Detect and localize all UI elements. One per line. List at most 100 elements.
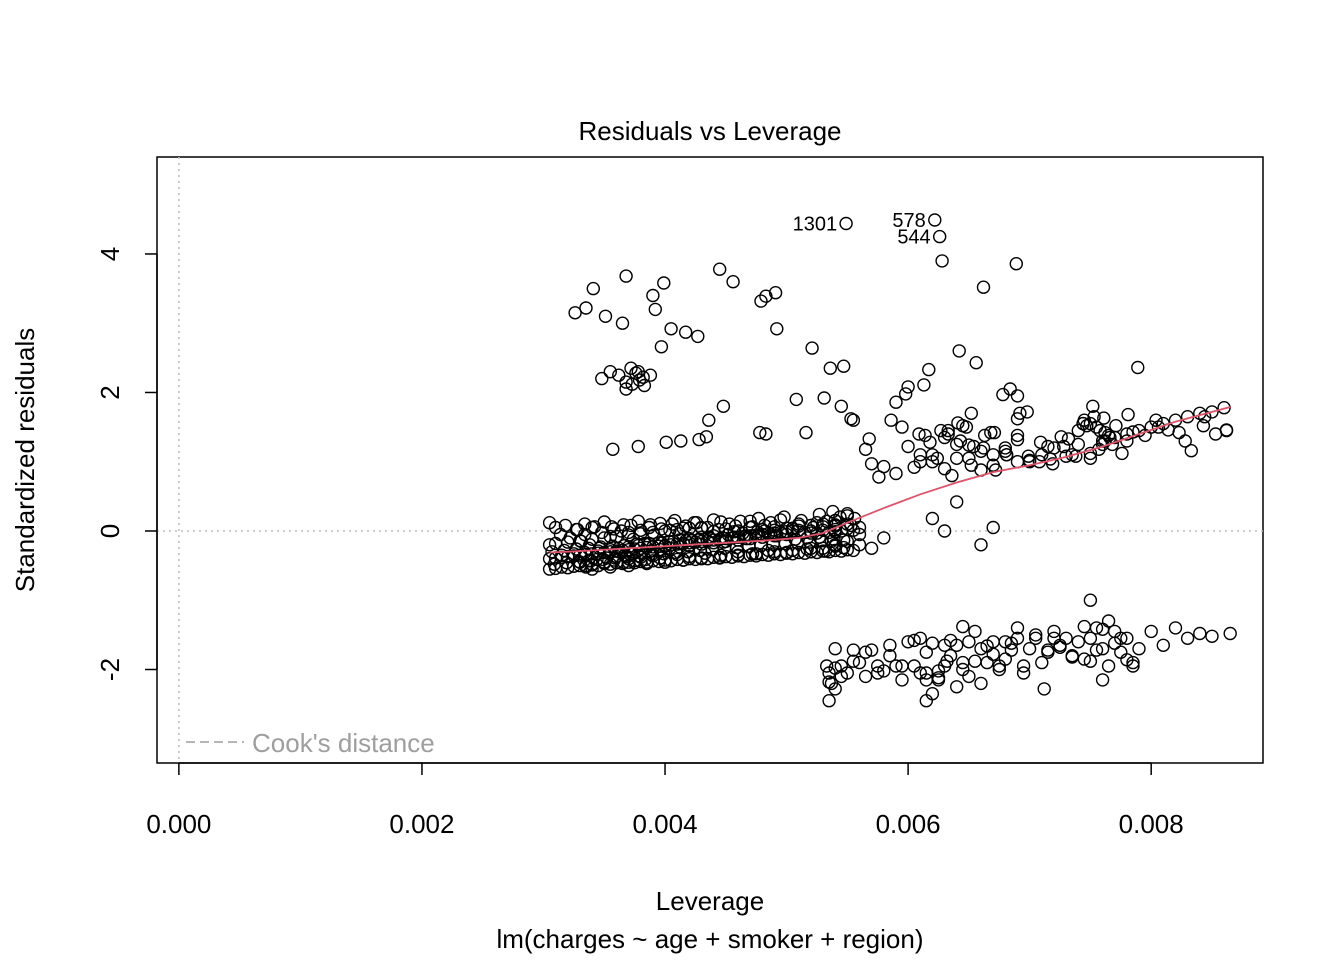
data-point bbox=[937, 430, 952, 445]
data-point bbox=[654, 522, 669, 536]
data-point bbox=[728, 519, 743, 533]
data-point bbox=[1010, 432, 1025, 447]
data-point bbox=[754, 294, 768, 308]
data-point bbox=[987, 425, 1002, 440]
data-point bbox=[643, 368, 658, 382]
data-point bbox=[631, 365, 645, 379]
data-point bbox=[964, 458, 978, 472]
model-formula-subtitle: lm(charges ~ age + smoker + region) bbox=[496, 924, 923, 954]
data-point bbox=[820, 659, 834, 673]
data-point bbox=[614, 524, 628, 538]
data-point bbox=[603, 560, 617, 574]
data-point bbox=[761, 543, 775, 558]
data-point bbox=[606, 442, 620, 456]
x-tick-label: 0.006 bbox=[876, 809, 941, 839]
data-point bbox=[895, 673, 909, 687]
data-point bbox=[901, 439, 915, 454]
data-point bbox=[877, 664, 891, 678]
y-tick-label: 2 bbox=[95, 385, 125, 399]
data-point bbox=[1021, 449, 1036, 463]
data-point bbox=[917, 378, 931, 392]
data-point bbox=[753, 425, 767, 440]
data-point bbox=[1156, 638, 1171, 652]
data-point bbox=[962, 451, 976, 465]
data-point bbox=[877, 531, 891, 545]
data-point bbox=[812, 507, 827, 522]
data-point bbox=[1097, 411, 1111, 425]
data-point bbox=[844, 412, 858, 426]
data-point bbox=[648, 302, 662, 317]
data-point bbox=[968, 624, 982, 639]
data-point bbox=[817, 391, 831, 405]
data-point bbox=[767, 545, 782, 559]
x-tick-label: 0.000 bbox=[146, 809, 211, 839]
data-point bbox=[663, 541, 677, 555]
data-point bbox=[922, 362, 936, 377]
data-point bbox=[1053, 640, 1067, 654]
data-point bbox=[901, 635, 915, 649]
data-point bbox=[952, 344, 966, 358]
data-point bbox=[864, 457, 879, 471]
data-point bbox=[913, 448, 927, 462]
data-point bbox=[1033, 435, 1048, 449]
data-point bbox=[1095, 622, 1110, 636]
data-point bbox=[631, 439, 645, 454]
data-point bbox=[919, 645, 933, 659]
data-point bbox=[872, 470, 886, 484]
data-point bbox=[749, 547, 763, 561]
point-id-label: 544 bbox=[897, 227, 930, 249]
y-tick-label: 4 bbox=[95, 247, 125, 261]
data-point bbox=[653, 543, 667, 557]
data-point bbox=[964, 406, 978, 420]
data-point bbox=[672, 540, 687, 554]
data-point bbox=[676, 553, 690, 567]
data-point bbox=[847, 511, 862, 526]
data-point bbox=[1205, 629, 1219, 643]
data-point bbox=[773, 513, 788, 527]
data-point bbox=[1010, 621, 1025, 635]
data-point bbox=[828, 539, 842, 553]
data-point bbox=[974, 444, 988, 458]
data-point bbox=[619, 375, 633, 389]
data-point bbox=[828, 642, 842, 656]
data-point bbox=[1083, 631, 1098, 645]
data-point bbox=[568, 306, 582, 320]
data-point bbox=[714, 548, 728, 562]
data-point bbox=[785, 543, 800, 558]
data-point bbox=[913, 455, 927, 469]
data-point bbox=[603, 365, 617, 379]
data-point bbox=[1009, 257, 1023, 271]
data-point bbox=[925, 636, 940, 650]
data-point bbox=[1028, 628, 1043, 642]
data-point bbox=[992, 659, 1006, 673]
data-point bbox=[687, 516, 701, 530]
data-point bbox=[935, 254, 949, 268]
data-point bbox=[1071, 423, 1086, 438]
data-points bbox=[542, 213, 1237, 708]
data-point bbox=[579, 301, 593, 315]
data-point bbox=[1054, 430, 1068, 444]
data-point bbox=[1196, 419, 1211, 433]
data-point bbox=[907, 633, 921, 648]
cooks-distance-legend: Cook's distance bbox=[186, 728, 435, 758]
data-point bbox=[1101, 428, 1116, 443]
data-point bbox=[1180, 631, 1195, 645]
data-point bbox=[692, 432, 706, 447]
data-point bbox=[837, 359, 851, 373]
data-point bbox=[852, 655, 867, 670]
data-point bbox=[1041, 645, 1055, 659]
data-point bbox=[745, 547, 760, 561]
data-point bbox=[1056, 439, 1071, 454]
x-tick-label: 0.004 bbox=[632, 809, 697, 839]
data-point bbox=[986, 520, 1000, 535]
x-axis-label: Leverage bbox=[656, 886, 764, 916]
data-point bbox=[962, 635, 976, 649]
data-point bbox=[1107, 636, 1122, 650]
data-point bbox=[980, 655, 994, 670]
data-point bbox=[953, 434, 968, 448]
data-point bbox=[884, 413, 898, 427]
data-point bbox=[889, 395, 903, 409]
data-point bbox=[586, 281, 600, 296]
data-point bbox=[631, 514, 645, 528]
